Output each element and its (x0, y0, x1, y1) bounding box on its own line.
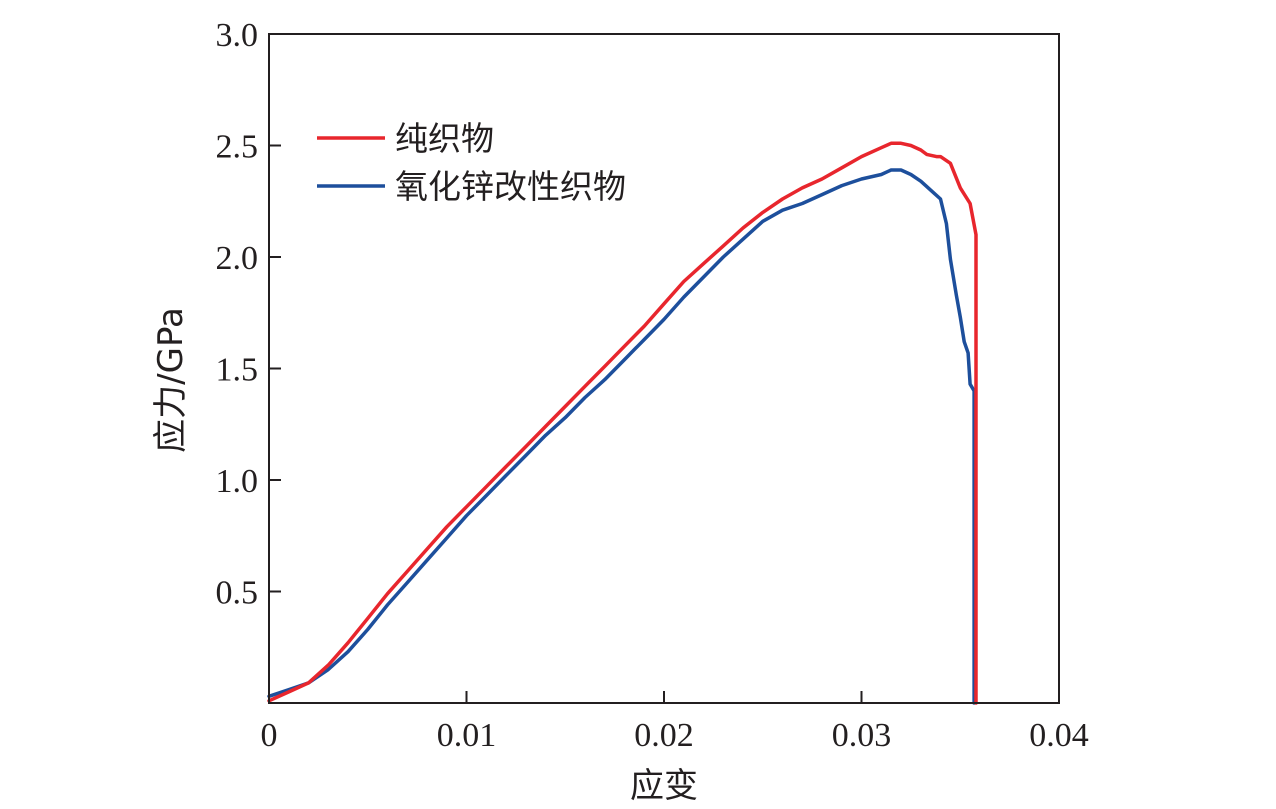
y-tick-label: 3.0 (216, 17, 259, 54)
tick-layer: 0 0.01 0.02 0.03 0.04 0.5 1.0 1.5 2.0 2.5 3.0 (216, 17, 1089, 754)
x-tick-label: 0.04 (1029, 717, 1089, 754)
series-line-1 (267, 168, 976, 705)
y-tick-label: 1.5 (216, 352, 259, 389)
x-tick-label: 0.03 (832, 717, 892, 754)
legend-label: 氧化锌改性织物 (395, 167, 626, 206)
x-tick-label: 0.01 (437, 717, 497, 754)
y-axis-title: 应力/GPa (151, 307, 191, 453)
x-tick-label: 0.02 (634, 717, 694, 754)
y-tick-label: 0.5 (216, 575, 259, 612)
y-tick-label: 2.0 (216, 240, 259, 277)
x-axis-title: 应变 (630, 766, 698, 806)
series-line-0 (267, 141, 978, 705)
y-tick-label: 2.5 (216, 129, 259, 166)
y-tick-label: 1.0 (216, 463, 259, 500)
x-tick-label: 0 (261, 717, 278, 754)
legend-label: 纯织物 (395, 119, 494, 158)
series-layer (267, 141, 978, 705)
